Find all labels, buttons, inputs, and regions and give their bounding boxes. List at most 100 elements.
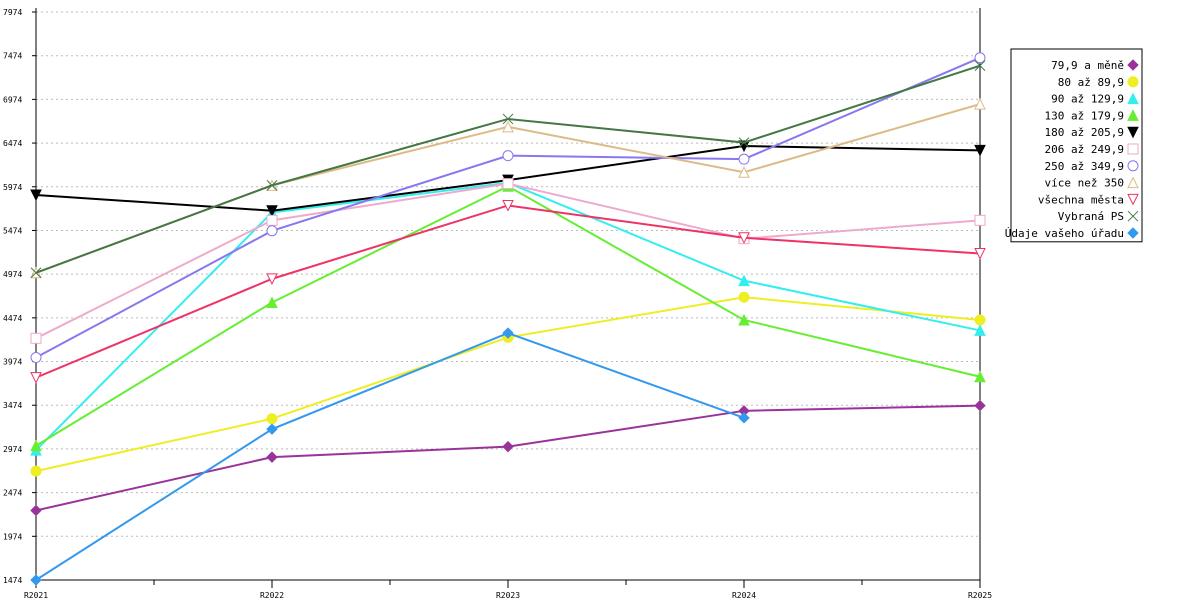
- y-tick-label: 2474: [3, 489, 22, 498]
- y-tick-label: 7474: [3, 52, 22, 61]
- legend-item: 206 až 249,9: [1045, 143, 1139, 156]
- data-point: [502, 327, 514, 339]
- x-tick-label: R2022: [260, 591, 284, 600]
- y-tick-label: 1474: [3, 576, 22, 585]
- legend-label: 180 až 205,9: [1045, 126, 1124, 139]
- legend-item: více než 350: [1045, 176, 1139, 190]
- data-point: [266, 451, 278, 463]
- legend-label: více než 350: [1045, 177, 1124, 190]
- data-point: [266, 423, 278, 435]
- legend-item: 80 až 89,9: [1058, 76, 1139, 89]
- legend-label: všechna města: [1038, 193, 1124, 206]
- data-point: [30, 189, 42, 202]
- series-6: [30, 52, 986, 364]
- legend-marker: [1127, 92, 1139, 105]
- data-point: [974, 214, 986, 226]
- legend-marker: [1127, 76, 1139, 88]
- data-point: [974, 248, 986, 260]
- series-0: [30, 399, 986, 517]
- legend-label: 90 až 129,9: [1051, 93, 1124, 106]
- data-point: [30, 465, 42, 477]
- series-line: [35, 331, 745, 581]
- data-point: [738, 153, 750, 165]
- legend-item: 130 až 179,9: [1045, 109, 1139, 122]
- legend-box: [1010, 48, 1143, 243]
- series-line: [35, 185, 981, 447]
- data-point: [502, 120, 514, 133]
- legend-marker: [1127, 227, 1139, 239]
- legend-label: 130 až 179,9: [1045, 109, 1124, 122]
- data-point: [738, 166, 750, 178]
- data-point: [30, 267, 42, 279]
- y-tick-label: 4474: [3, 314, 22, 323]
- legend-marker: [1127, 109, 1139, 121]
- data-point: [502, 440, 514, 453]
- series-9: [30, 60, 986, 279]
- legend-marker: [1127, 59, 1139, 71]
- legend-marker: [1127, 143, 1139, 155]
- legend-marker: [1127, 126, 1139, 139]
- legend-label: 250 až 349,9: [1045, 160, 1124, 173]
- data-point: [30, 332, 42, 344]
- legend-marker: [1127, 160, 1139, 172]
- axes: 1474 1974 2474 2974 3474 3974 4474 4974 5474 5974…: [3, 8, 992, 600]
- data-point: [974, 399, 986, 412]
- data-point: [738, 232, 750, 244]
- legend-marker: [1127, 210, 1139, 222]
- legend-marker: [1127, 193, 1139, 206]
- x-tick-label: R2025: [968, 591, 992, 600]
- legend-item: Údaje vašeho úřadu: [1005, 227, 1139, 240]
- data-point: [30, 352, 42, 364]
- data-point: [502, 150, 514, 162]
- y-tick-label: 5474: [3, 226, 22, 235]
- legend-item: všechna města: [1038, 193, 1139, 206]
- series-10: [30, 327, 750, 586]
- data-point: [974, 314, 986, 326]
- data-point: [266, 214, 278, 226]
- x-tick-label: R2021: [24, 591, 48, 600]
- data-point: [266, 205, 278, 217]
- legend-item: 180 až 205,9: [1045, 126, 1139, 139]
- data-point: [738, 313, 750, 326]
- legend-item: Vybraná PS: [1058, 210, 1139, 223]
- data-point: [974, 97, 986, 110]
- series-2: [30, 176, 986, 456]
- data-point: [738, 137, 750, 148]
- data-point: [974, 60, 986, 72]
- data-point: [266, 225, 278, 237]
- data-point: [30, 574, 42, 586]
- series-line: [35, 404, 981, 512]
- data-point: [30, 504, 42, 517]
- data-point: [30, 439, 42, 452]
- data-point: [974, 144, 986, 157]
- y-tick-label: 6974: [3, 95, 22, 104]
- legend: 79,9 a měně 80 až 89,9 90 až 129,9 130 až 1…: [1005, 48, 1143, 243]
- y-tick-label: 7974: [3, 8, 22, 17]
- grid-lines: [36, 11, 980, 537]
- y-tick-label: 2974: [3, 445, 22, 454]
- data-point: [266, 413, 278, 425]
- y-tick-label: 4974: [3, 270, 22, 279]
- legend-label: Údaje vašeho úřadu: [1005, 227, 1124, 240]
- legend-label: 79,9 a měně: [1051, 59, 1124, 72]
- y-tick-label: 1974: [3, 532, 22, 541]
- data-point: [502, 113, 514, 125]
- data-point: [266, 296, 278, 308]
- legend-item: 90 až 129,9: [1051, 92, 1139, 106]
- legend-item: 250 až 349,9: [1045, 160, 1139, 173]
- legend-marker: [1127, 176, 1139, 189]
- y-tick-label: 3974: [3, 358, 22, 367]
- series-8: [30, 199, 986, 384]
- data-point: [738, 291, 750, 303]
- legend-item: 79,9 a měně: [1051, 59, 1139, 72]
- data-point: [502, 178, 514, 190]
- y-tick-label: 6474: [3, 139, 22, 148]
- legend-label: 80 až 89,9: [1058, 76, 1124, 89]
- data-point: [974, 324, 986, 336]
- data-point: [738, 140, 750, 153]
- legend-label: Vybraná PS: [1058, 210, 1124, 223]
- data-point: [738, 412, 750, 424]
- series-line: [35, 64, 981, 274]
- series-lines: [30, 52, 986, 586]
